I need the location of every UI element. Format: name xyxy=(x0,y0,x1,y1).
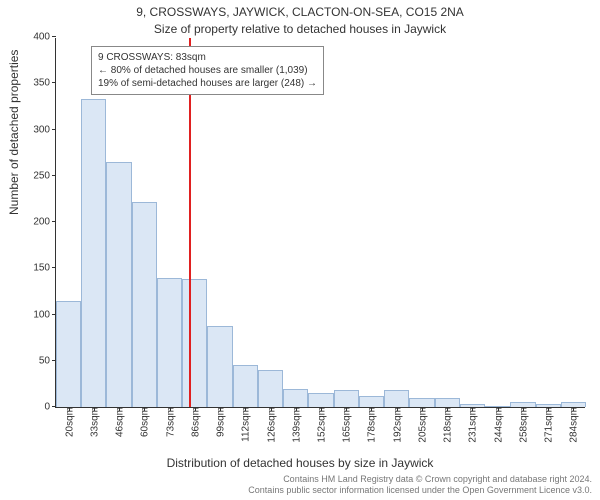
histogram-bar xyxy=(207,326,232,407)
x-tick-mark xyxy=(371,407,372,411)
x-tick-label: 126sqm xyxy=(264,407,277,443)
x-tick-mark xyxy=(397,407,398,411)
histogram-bar xyxy=(435,398,460,407)
y-tick-mark xyxy=(52,82,56,83)
y-tick-label: 400 xyxy=(33,32,56,43)
x-tick-label: 46sqm xyxy=(113,407,126,437)
x-tick-mark xyxy=(498,407,499,411)
x-tick-label: 60sqm xyxy=(138,407,151,437)
y-tick-mark xyxy=(52,314,56,315)
histogram-bar xyxy=(81,99,106,407)
annotation-line1: 9 CROSSWAYS: 83sqm xyxy=(98,51,317,64)
histogram-bar xyxy=(384,390,409,407)
x-tick-mark xyxy=(472,407,473,411)
x-tick-mark xyxy=(144,407,145,411)
x-tick-label: 178sqm xyxy=(365,407,378,443)
x-tick-mark xyxy=(447,407,448,411)
histogram-bar xyxy=(182,279,207,407)
x-tick-mark xyxy=(573,407,574,411)
histogram-bar xyxy=(157,278,182,408)
x-tick-mark xyxy=(69,407,70,411)
x-tick-mark xyxy=(523,407,524,411)
x-tick-mark xyxy=(321,407,322,411)
y-tick-mark xyxy=(52,406,56,407)
x-tick-label: 258sqm xyxy=(516,407,529,443)
y-tick-label: 250 xyxy=(33,170,56,181)
y-tick-label: 100 xyxy=(33,309,56,320)
attribution-line2: Contains public sector information licen… xyxy=(248,485,592,496)
y-tick-mark xyxy=(52,36,56,37)
y-tick-label: 200 xyxy=(33,217,56,228)
y-tick-label: 150 xyxy=(33,263,56,274)
x-tick-label: 86sqm xyxy=(188,407,201,437)
x-tick-label: 33sqm xyxy=(87,407,100,437)
x-tick-mark xyxy=(195,407,196,411)
x-tick-label: 73sqm xyxy=(163,407,176,437)
histogram-bar xyxy=(56,301,81,407)
y-tick-mark xyxy=(52,360,56,361)
x-tick-label: 244sqm xyxy=(491,407,504,443)
y-tick-mark xyxy=(52,221,56,222)
x-tick-label: 112sqm xyxy=(239,407,252,442)
x-tick-mark xyxy=(296,407,297,411)
x-tick-label: 99sqm xyxy=(214,407,227,437)
x-tick-label: 271sqm xyxy=(542,407,555,443)
histogram-bar xyxy=(359,396,384,407)
histogram-bar xyxy=(132,202,157,407)
x-tick-label: 192sqm xyxy=(390,407,403,443)
annotation-line3: 19% of semi-detached houses are larger (… xyxy=(98,77,317,90)
y-tick-mark xyxy=(52,175,56,176)
chart-title: 9, CROSSWAYS, JAYWICK, CLACTON-ON-SEA, C… xyxy=(0,5,600,19)
x-tick-label: 284sqm xyxy=(567,407,580,443)
x-tick-mark xyxy=(119,407,120,411)
x-tick-mark xyxy=(548,407,549,411)
x-tick-mark xyxy=(422,407,423,411)
x-tick-label: 152sqm xyxy=(315,407,328,443)
chart-subtitle: Size of property relative to detached ho… xyxy=(0,22,600,36)
annotation-box: 9 CROSSWAYS: 83sqm ← 80% of detached hou… xyxy=(91,46,324,95)
y-tick-mark xyxy=(52,129,56,130)
plot-area: 9 CROSSWAYS: 83sqm ← 80% of detached hou… xyxy=(55,38,585,408)
histogram-bar xyxy=(258,370,283,407)
histogram-bar xyxy=(233,365,258,407)
y-tick-label: 350 xyxy=(33,78,56,89)
histogram-bar xyxy=(334,390,359,407)
histogram-bar xyxy=(106,162,131,407)
y-tick-label: 300 xyxy=(33,124,56,135)
x-tick-mark xyxy=(271,407,272,411)
x-tick-mark xyxy=(220,407,221,411)
chart-container: 9, CROSSWAYS, JAYWICK, CLACTON-ON-SEA, C… xyxy=(0,0,600,500)
x-tick-label: 218sqm xyxy=(441,407,454,443)
x-axis-label: Distribution of detached houses by size … xyxy=(0,456,600,470)
y-tick-label: 0 xyxy=(44,402,56,413)
y-tick-mark xyxy=(52,267,56,268)
x-tick-label: 165sqm xyxy=(340,407,353,443)
x-tick-mark xyxy=(245,407,246,411)
x-tick-mark xyxy=(94,407,95,411)
y-tick-label: 50 xyxy=(39,355,56,366)
attribution-text: Contains HM Land Registry data © Crown c… xyxy=(248,474,592,497)
x-tick-label: 205sqm xyxy=(415,407,428,443)
x-tick-mark xyxy=(346,407,347,411)
y-axis-label: Number of detached properties xyxy=(7,50,21,215)
x-tick-label: 20sqm xyxy=(62,407,75,437)
annotation-line2: ← 80% of detached houses are smaller (1,… xyxy=(98,64,317,77)
x-tick-label: 139sqm xyxy=(289,407,302,443)
x-tick-label: 231sqm xyxy=(466,407,479,443)
x-tick-mark xyxy=(170,407,171,411)
histogram-bar xyxy=(308,393,333,407)
histogram-bar xyxy=(409,398,434,407)
histogram-bar xyxy=(283,389,308,408)
attribution-line1: Contains HM Land Registry data © Crown c… xyxy=(248,474,592,485)
